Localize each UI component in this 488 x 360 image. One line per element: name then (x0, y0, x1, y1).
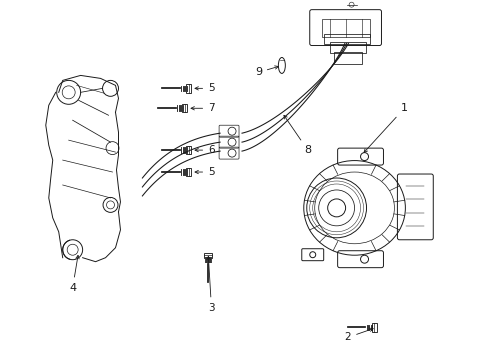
Text: 7: 7 (191, 103, 214, 113)
Text: 2: 2 (344, 328, 372, 342)
Bar (323, 33, 369, 44)
Text: 5: 5 (195, 167, 214, 177)
Text: 6: 6 (195, 145, 214, 155)
Text: 3: 3 (206, 256, 214, 312)
Text: 1: 1 (363, 103, 407, 152)
Bar (329, 41, 365, 54)
Bar (333, 53, 361, 64)
Text: 4: 4 (69, 255, 79, 293)
Text: 5: 5 (195, 84, 214, 93)
Text: 9: 9 (254, 66, 278, 77)
Bar (321, 19, 369, 37)
Text: 8: 8 (284, 115, 311, 155)
